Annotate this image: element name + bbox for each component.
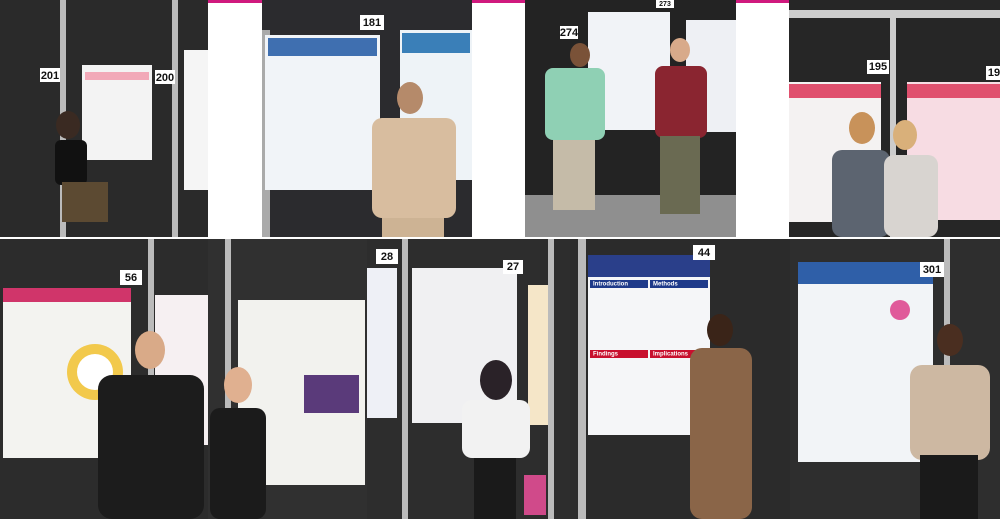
person-skirt (62, 182, 108, 222)
photo-panel: 274 273 (525, 0, 736, 237)
photo-panel: Introduction Methods Findings Implicatio… (578, 239, 790, 519)
number-card (986, 66, 1000, 80)
person-head (397, 82, 423, 114)
frame (172, 0, 178, 237)
board-number: 28 (381, 251, 393, 263)
person-head (893, 120, 917, 150)
poster-band (907, 84, 1000, 98)
accent-strip (472, 0, 525, 3)
person-legs (660, 136, 700, 214)
number-card (560, 26, 578, 39)
poster (528, 285, 548, 425)
person-head (570, 43, 590, 67)
poster-heading: Implications (653, 352, 689, 358)
poster-band (268, 38, 377, 56)
person-body (655, 66, 707, 138)
person-body (884, 155, 938, 237)
person-head (480, 360, 512, 400)
board-number: 56 (125, 272, 137, 284)
poster-band (588, 255, 710, 277)
photo-panel: 28 27 (367, 239, 578, 519)
person-body (55, 140, 87, 185)
number-card (920, 262, 944, 277)
number-card (867, 60, 889, 74)
person-body (910, 365, 990, 460)
poster-heading-bg (590, 350, 648, 358)
number-card (656, 0, 674, 8)
board-number: 195 (869, 61, 887, 73)
number-card (120, 270, 142, 285)
person-body (372, 118, 456, 218)
person-body (98, 375, 204, 519)
poster-figure (890, 300, 910, 320)
person-body (210, 408, 266, 519)
person-head (56, 111, 80, 139)
number-card (693, 245, 715, 260)
board-number: 44 (698, 247, 711, 259)
board-number: 27 (507, 261, 519, 273)
poster-heading-bg (650, 350, 708, 358)
accent-strip (208, 0, 262, 3)
number-card (360, 15, 384, 30)
person-legs (920, 455, 978, 519)
photo-panel: 301 (790, 239, 1000, 519)
poster-heading-bg (650, 280, 708, 288)
photo-panel: 56 (0, 239, 208, 519)
board-number: 200 (156, 72, 174, 84)
poster (184, 50, 208, 190)
bag (524, 475, 546, 515)
poster (412, 268, 517, 423)
board-number: 201 (41, 70, 59, 82)
poster (265, 35, 380, 190)
poster-band (85, 72, 149, 80)
poster-figure (304, 375, 359, 413)
person-legs (474, 458, 516, 519)
poster (82, 65, 152, 160)
person-head (707, 314, 733, 346)
board-number: 274 (560, 27, 579, 39)
photo-panel (208, 239, 367, 519)
frame (890, 10, 896, 237)
poster-band (789, 84, 881, 98)
person-head (937, 324, 963, 356)
photo-panel: 201 200 (0, 0, 208, 237)
number-card (40, 68, 60, 82)
frame (402, 239, 408, 519)
person-head (224, 367, 252, 403)
poster-band (402, 33, 470, 53)
accent-strip (736, 0, 789, 3)
poster-heading: Findings (593, 352, 619, 358)
poster-band (3, 288, 131, 302)
board-number: 273 (659, 1, 671, 8)
board-number: 19 (988, 67, 1000, 79)
poster-heading: Methods (653, 282, 678, 288)
frame (578, 239, 586, 519)
person-body (545, 68, 605, 140)
number-card (155, 70, 175, 84)
person-legs (553, 140, 595, 210)
person-head (670, 38, 690, 62)
frame (548, 239, 554, 519)
photo-panel: 195 19 (789, 0, 1000, 237)
person-body (462, 400, 530, 458)
person-body (832, 150, 890, 237)
person-head (849, 112, 875, 144)
number-card (503, 260, 523, 274)
poster-heading-bg (590, 280, 648, 288)
person-body (690, 348, 752, 519)
person-legs (382, 218, 444, 237)
poster (367, 268, 397, 418)
board-number: 301 (923, 264, 941, 276)
poster-heading: Introduction (593, 282, 628, 288)
photo-panel: 181 (262, 0, 472, 237)
board-number: 181 (363, 17, 381, 29)
poster-band (798, 262, 933, 284)
number-card (376, 249, 398, 264)
person-head (135, 331, 165, 369)
